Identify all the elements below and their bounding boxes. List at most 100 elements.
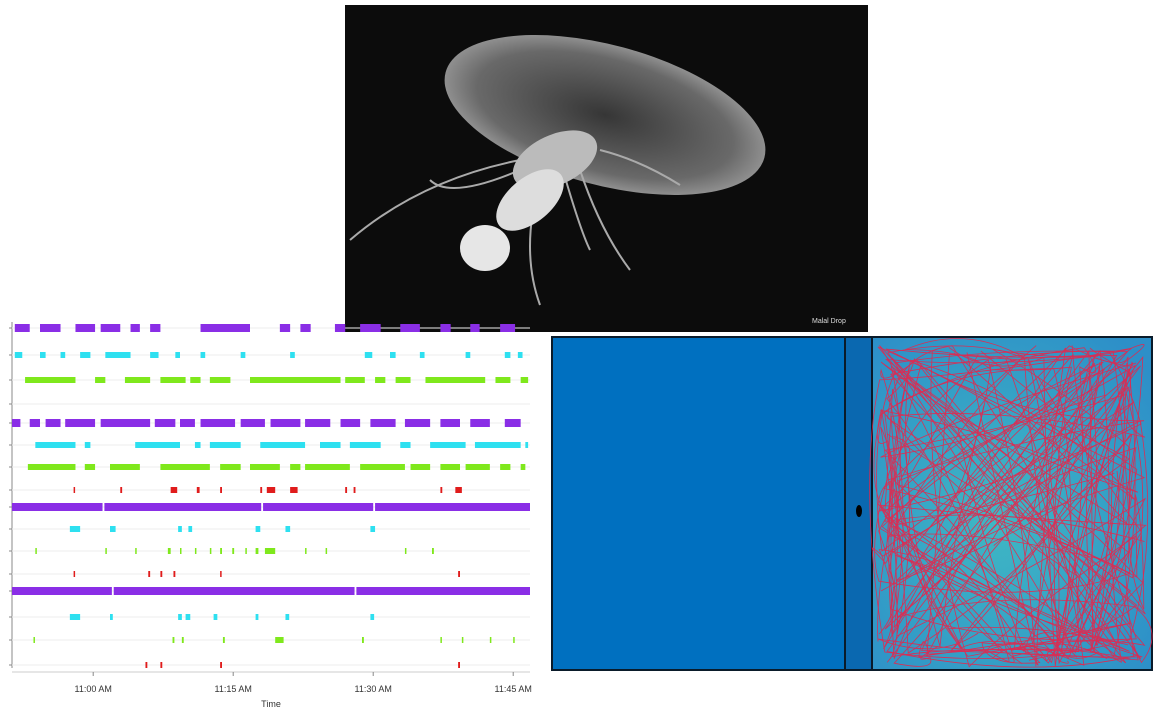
event xyxy=(148,571,150,577)
event xyxy=(223,637,225,643)
photo-caption: Malal Drop xyxy=(812,318,846,325)
event xyxy=(360,324,381,332)
event xyxy=(470,419,490,427)
event xyxy=(182,637,184,643)
event xyxy=(65,419,95,427)
event xyxy=(250,377,341,383)
event xyxy=(250,464,280,470)
event xyxy=(40,324,61,332)
event xyxy=(171,487,178,493)
event xyxy=(12,587,112,595)
event xyxy=(490,637,492,643)
event xyxy=(260,442,305,448)
event xyxy=(210,442,241,448)
event xyxy=(201,419,236,427)
event xyxy=(500,464,510,470)
event xyxy=(197,487,200,493)
event xyxy=(420,352,425,358)
event xyxy=(173,637,175,643)
event xyxy=(110,614,113,620)
event xyxy=(101,419,150,427)
x-tick-label: 11:00 AM xyxy=(75,684,112,694)
event xyxy=(362,637,364,643)
event xyxy=(360,464,405,470)
event xyxy=(260,487,262,493)
event xyxy=(400,324,420,332)
event xyxy=(12,503,103,511)
event xyxy=(256,614,259,620)
event xyxy=(356,587,530,595)
event xyxy=(320,442,341,448)
event xyxy=(220,548,222,554)
event xyxy=(35,442,75,448)
event xyxy=(74,487,76,493)
event xyxy=(405,548,407,554)
event xyxy=(131,324,140,332)
event xyxy=(220,662,222,668)
event xyxy=(241,419,265,427)
event xyxy=(345,487,347,493)
event xyxy=(326,548,328,554)
event xyxy=(186,614,191,620)
left-chamber xyxy=(553,338,844,669)
event xyxy=(104,503,261,511)
drop xyxy=(460,225,510,271)
event xyxy=(513,637,515,643)
event xyxy=(105,352,130,358)
event xyxy=(458,662,460,668)
event xyxy=(525,442,528,448)
event xyxy=(214,614,218,620)
event xyxy=(160,377,185,383)
event xyxy=(180,419,195,427)
event xyxy=(210,548,212,554)
event xyxy=(267,487,275,493)
event xyxy=(462,637,464,643)
event xyxy=(30,419,40,427)
event xyxy=(150,324,160,332)
event xyxy=(175,352,180,358)
event xyxy=(110,464,140,470)
event xyxy=(505,419,521,427)
event xyxy=(345,377,365,383)
event xyxy=(405,419,430,427)
event xyxy=(178,614,182,620)
event xyxy=(74,571,76,577)
event xyxy=(350,442,381,448)
event xyxy=(220,464,241,470)
event xyxy=(440,487,442,493)
event xyxy=(125,377,150,383)
event xyxy=(411,464,431,470)
event xyxy=(285,526,290,532)
event xyxy=(432,548,434,554)
event xyxy=(110,526,116,532)
event xyxy=(285,614,289,620)
x-tick-label: 11:30 AM xyxy=(355,684,392,694)
event xyxy=(135,442,180,448)
event xyxy=(256,548,259,554)
event xyxy=(180,548,182,554)
event xyxy=(168,548,171,554)
mosquito-photo: Malal Drop xyxy=(345,5,868,332)
event xyxy=(354,487,356,493)
event xyxy=(173,571,175,577)
event xyxy=(220,487,222,493)
event xyxy=(85,442,91,448)
event xyxy=(28,464,76,470)
event xyxy=(70,526,80,532)
event xyxy=(440,324,450,332)
event xyxy=(160,662,162,668)
event xyxy=(500,324,515,332)
event xyxy=(85,464,95,470)
x-axis-label: Time xyxy=(261,699,281,709)
event xyxy=(375,503,530,511)
event xyxy=(101,324,121,332)
event xyxy=(365,352,372,358)
event xyxy=(61,352,66,358)
event xyxy=(160,464,209,470)
tracking-image xyxy=(551,336,1153,671)
event xyxy=(290,352,295,358)
event xyxy=(370,526,375,532)
event xyxy=(232,548,234,554)
event xyxy=(458,571,460,577)
